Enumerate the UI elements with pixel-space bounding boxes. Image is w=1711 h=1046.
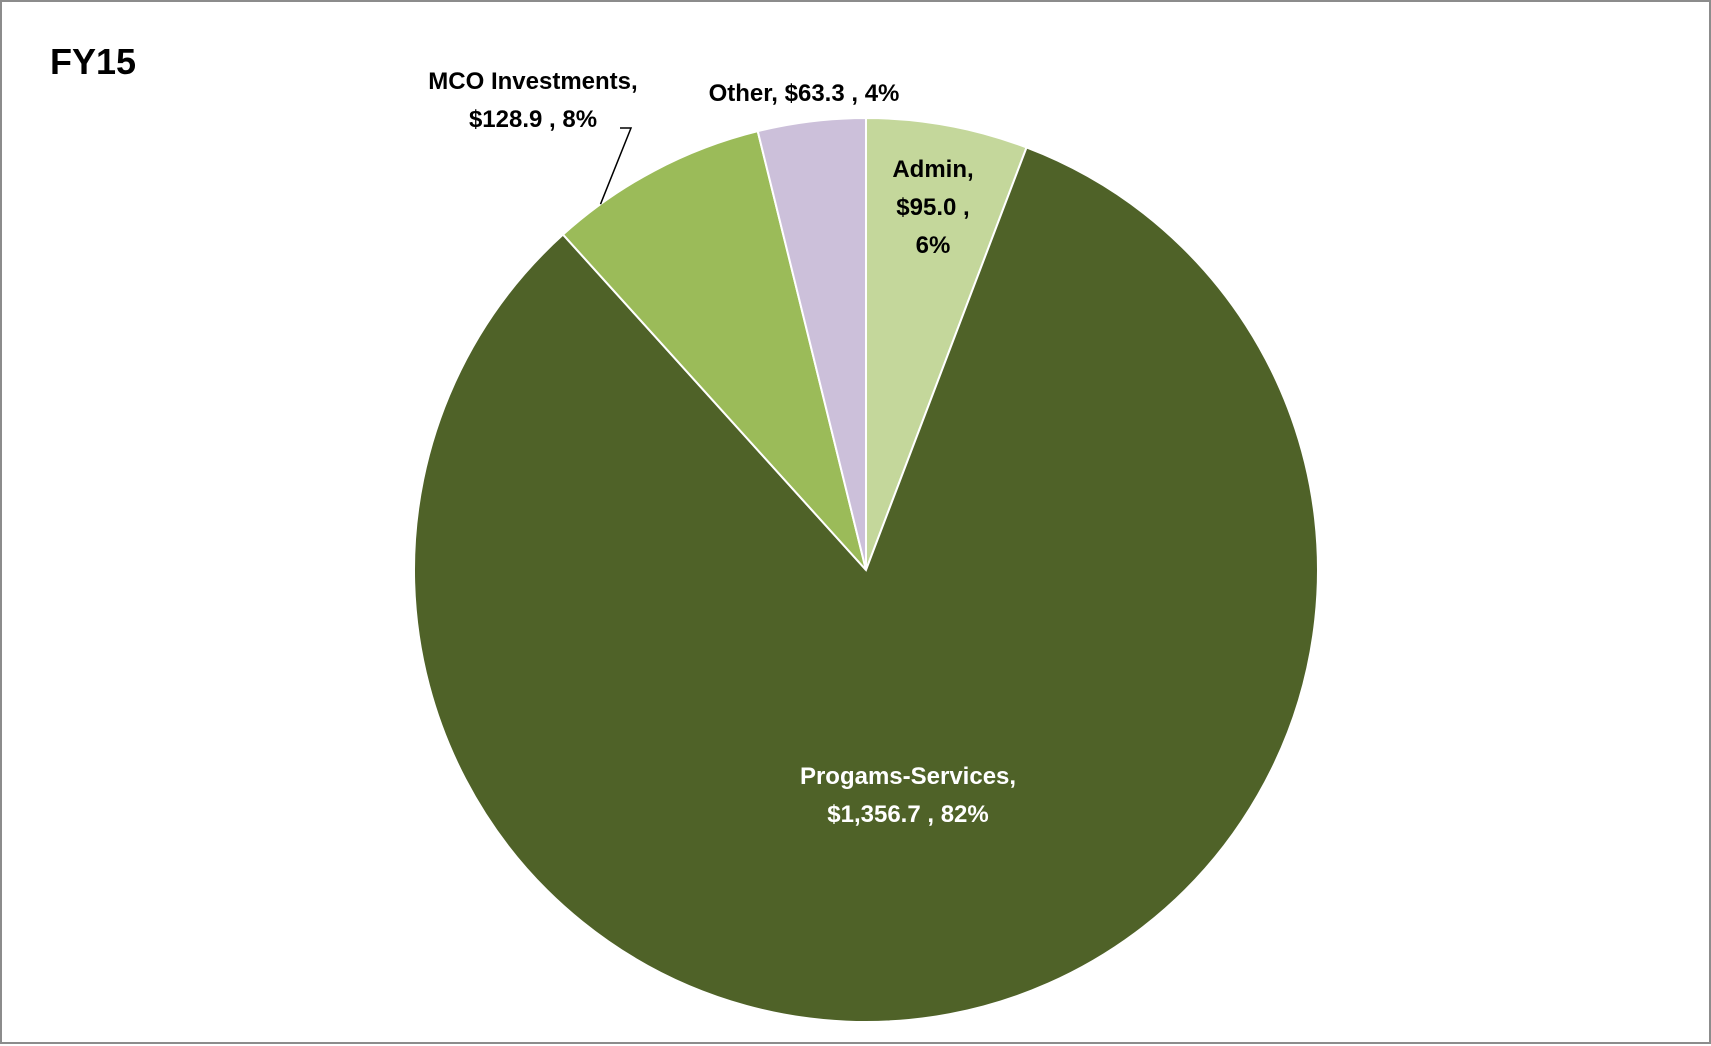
data-label-line: 6% (916, 232, 951, 259)
pie-slice-admin (865, 116, 1028, 571)
data-label-line: Admin, (892, 156, 973, 183)
slice-labels: Admin, $95.0 , 6% Progams-Services, $1,356.7… (428, 68, 1016, 828)
data-label-line: Other, $63.3 , 4% (709, 80, 900, 107)
data-label-admin: Admin, $95.0 , 6% (892, 156, 973, 259)
data-label-mco-investments: MCO Investments, $128.9 , 8% (428, 68, 637, 133)
pie-slice-progams-services (413, 146, 1319, 1023)
leader-line-mco-investments (599, 127, 633, 205)
data-label-line: MCO Investments, (428, 68, 637, 95)
pie-slice-mco-investments (561, 129, 867, 571)
data-label-line: $128.9 , 8% (469, 106, 597, 133)
data-label-other: Other, $63.3 , 4% (709, 80, 900, 107)
data-label-line: $1,356.7 , 82% (827, 801, 988, 828)
data-label-progams-services: Progams-Services, $1,356.7 , 82% (800, 763, 1016, 828)
data-label-line: Progams-Services, (800, 763, 1016, 790)
pie-slices (413, 116, 1319, 1023)
chart-title: FY15 (50, 41, 137, 82)
pie-slice-other (756, 116, 867, 571)
leader-lines (599, 127, 633, 205)
data-label-line: $95.0 , (896, 194, 969, 221)
